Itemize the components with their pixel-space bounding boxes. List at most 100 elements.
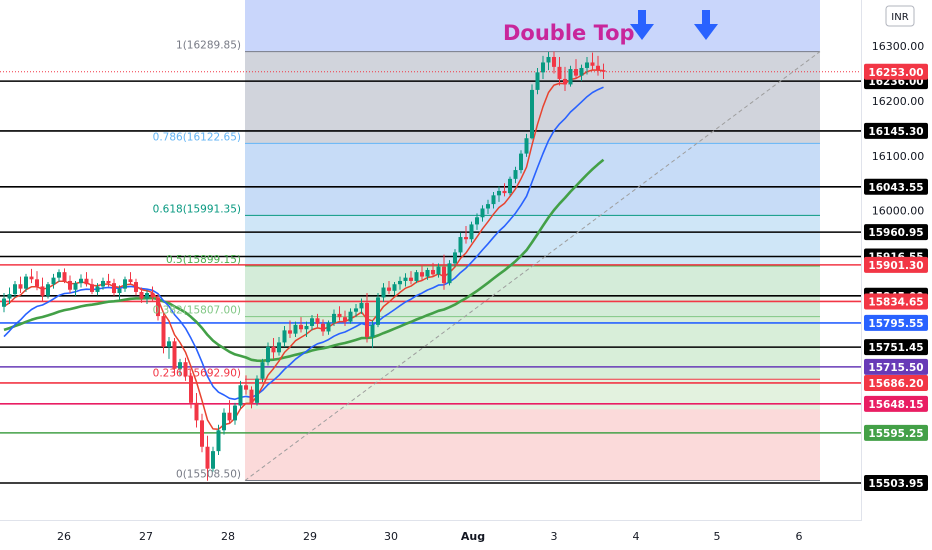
candle-body (321, 323, 325, 332)
candle-body (112, 283, 116, 294)
fib-diagonal (244, 51, 821, 481)
candle-body (68, 280, 72, 290)
candle-body (370, 324, 375, 337)
candle-body (79, 278, 83, 284)
time-axis-background (0, 520, 932, 550)
candle-body (453, 252, 457, 264)
candle-body (530, 89, 534, 139)
candle-body (277, 342, 281, 353)
candle-body (590, 62, 595, 66)
candle-body (288, 330, 292, 334)
candle-body (167, 341, 171, 347)
price-tag-label: 15751.45 (868, 342, 923, 354)
candle-body (216, 430, 221, 452)
time-axis[interactable]: 26 27 28 29 30 Aug 3 4 5 6 (0, 520, 932, 550)
price-tag-label: 15901.30 (868, 260, 923, 272)
candle-body (238, 385, 243, 406)
candle-body (29, 276, 34, 280)
candle-body (365, 302, 369, 337)
price-tag (864, 314, 928, 331)
candle-body (502, 190, 507, 194)
candle-body (299, 324, 303, 330)
horizontal-support-resistance-lines[interactable] (0, 71, 862, 484)
candle-body (90, 284, 94, 292)
price-tag (864, 395, 928, 412)
price-axis-tick-label: 16000.00 (872, 205, 925, 218)
candle-body (156, 297, 160, 317)
time-axis-tick-label: 4 (633, 530, 640, 543)
price-tag-label: 15834.65 (868, 296, 923, 308)
candle-body (546, 56, 551, 63)
candle-body (2, 298, 6, 307)
candle-body (315, 318, 320, 324)
candle-body (414, 272, 419, 281)
candle-body (332, 313, 336, 323)
candle-body (491, 195, 496, 205)
candle-body (497, 190, 501, 196)
price-tag-label: 15715.50 (868, 362, 923, 374)
fibonacci-retracement-zones[interactable] (245, 0, 820, 481)
candle-body (150, 293, 155, 298)
candlestick-series (2, 51, 606, 481)
candle-body (310, 318, 314, 326)
candle-body (24, 276, 28, 289)
candle-body (513, 170, 518, 179)
price-tag (864, 293, 928, 310)
candle-body (348, 311, 353, 322)
time-axis-tick-label: 6 (796, 530, 803, 543)
candle-body (585, 62, 589, 68)
price-tag (864, 122, 928, 139)
candle-body (431, 269, 435, 275)
currency-button-frame (885, 5, 915, 27)
candle-body (420, 272, 424, 277)
price-tag (864, 224, 928, 241)
fib-level-label: 0.382(15807.00) (153, 305, 241, 317)
candle-body (447, 263, 452, 284)
candle-body (343, 317, 347, 322)
double-top-label: Double Top (503, 21, 635, 45)
candle-body (557, 66, 562, 79)
price-tag-label: 15686.20 (868, 378, 923, 390)
candle-body (387, 287, 391, 291)
candle-body (480, 208, 485, 218)
candle-body (535, 72, 540, 90)
candle-body (222, 412, 226, 431)
candle-body (475, 217, 479, 225)
price-tag-label: 16043.55 (868, 182, 923, 194)
price-axis-ticks: 16300.00 16200.00 16100.00 16000.00 (872, 40, 925, 218)
time-axis-tick-label: Aug (461, 530, 485, 543)
candle-body (260, 362, 265, 379)
price-tag (864, 374, 928, 391)
arrow-shaft (702, 10, 710, 26)
candle-body (211, 451, 215, 469)
candle-body (189, 376, 193, 403)
candle-body (266, 346, 270, 363)
candle-body (552, 56, 556, 67)
currency-button[interactable]: INR (885, 5, 915, 27)
candle-body (101, 280, 105, 287)
candle-body (563, 78, 567, 85)
candle-body (486, 204, 490, 209)
price-level-tags: 16236.0016145.3016043.5515960.9515916.55… (864, 63, 928, 491)
price-tag (864, 256, 928, 273)
candle-body (255, 378, 259, 403)
price-tag-label: 15960.95 (868, 227, 923, 239)
price-tag (864, 424, 928, 441)
candle-body (139, 291, 144, 299)
fibonacci-level-labels: 1(16289.85) 0.786(16122.65) 0.618(15991.35… (153, 40, 241, 481)
currency-label: INR (891, 12, 908, 23)
candle-body (13, 284, 17, 295)
down-arrow-icon (630, 10, 654, 40)
candle-body (40, 286, 45, 296)
candle-body (579, 67, 584, 76)
time-axis-tick-label: 29 (303, 530, 317, 543)
last-price-label: 16253.00 (868, 67, 923, 79)
candle-body (178, 362, 182, 369)
candle-body (123, 279, 127, 289)
fib-level-label: 0.236(15692.90) (153, 367, 241, 379)
candle-body (95, 286, 100, 292)
candle-body (57, 272, 61, 278)
time-axis-tick-label: 3 (551, 530, 558, 543)
